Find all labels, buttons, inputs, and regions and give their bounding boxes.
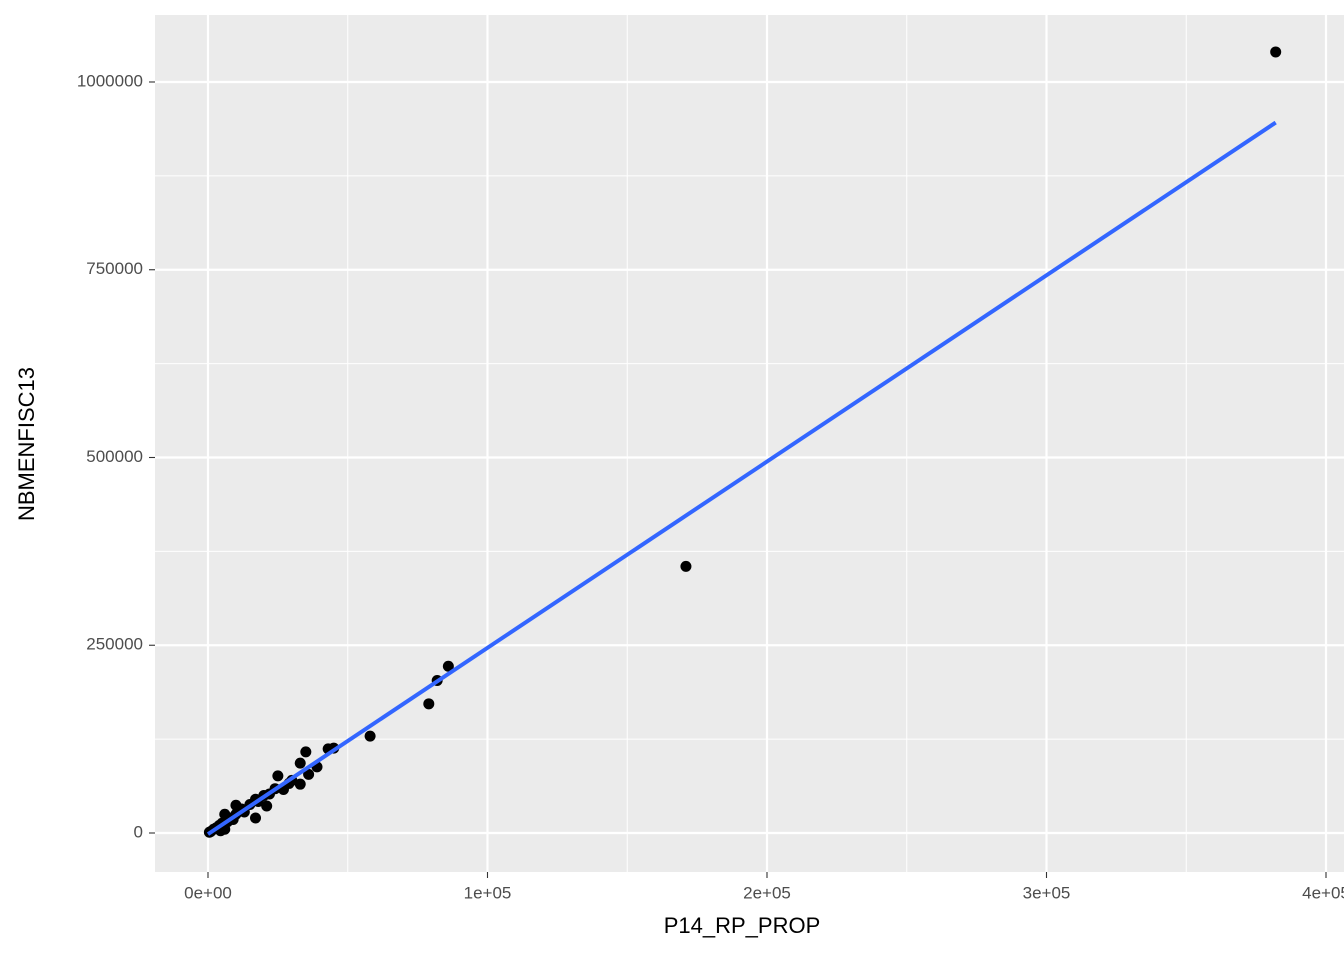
panel [155,15,1344,872]
x-tick-label: 4e+05 [1302,883,1344,902]
y-tick-label: 250000 [86,635,143,654]
x-tick-label: 2e+05 [743,883,791,902]
point [300,746,312,758]
y-tick-label: 0 [134,822,143,841]
y-tick-label: 750000 [86,259,143,278]
point [1270,46,1282,58]
point [680,560,692,572]
point [261,800,273,812]
fit-line [206,120,1277,836]
x-tick-label: 3e+05 [1023,883,1071,902]
point [230,799,242,811]
x-tick-label: 1e+05 [464,883,512,902]
marks [203,46,1282,838]
point [272,770,284,782]
y-tick-label: 500000 [86,447,143,466]
y-axis-label: NBMENFISC13 [14,367,39,521]
point [294,778,306,790]
point [250,812,262,824]
x-tick-label: 0e+00 [184,883,232,902]
point [303,768,315,780]
grid [155,15,1344,872]
y-tick-label: 1000000 [77,71,143,90]
axes: 0e+00 1e+05 2e+05 3e+05 4e+05 0 250000 500000 75… [77,71,1344,902]
point [442,660,454,672]
x-axis-label: P14_RP_PROP [664,913,821,938]
point [294,757,306,769]
point [364,730,376,742]
point [423,698,435,710]
